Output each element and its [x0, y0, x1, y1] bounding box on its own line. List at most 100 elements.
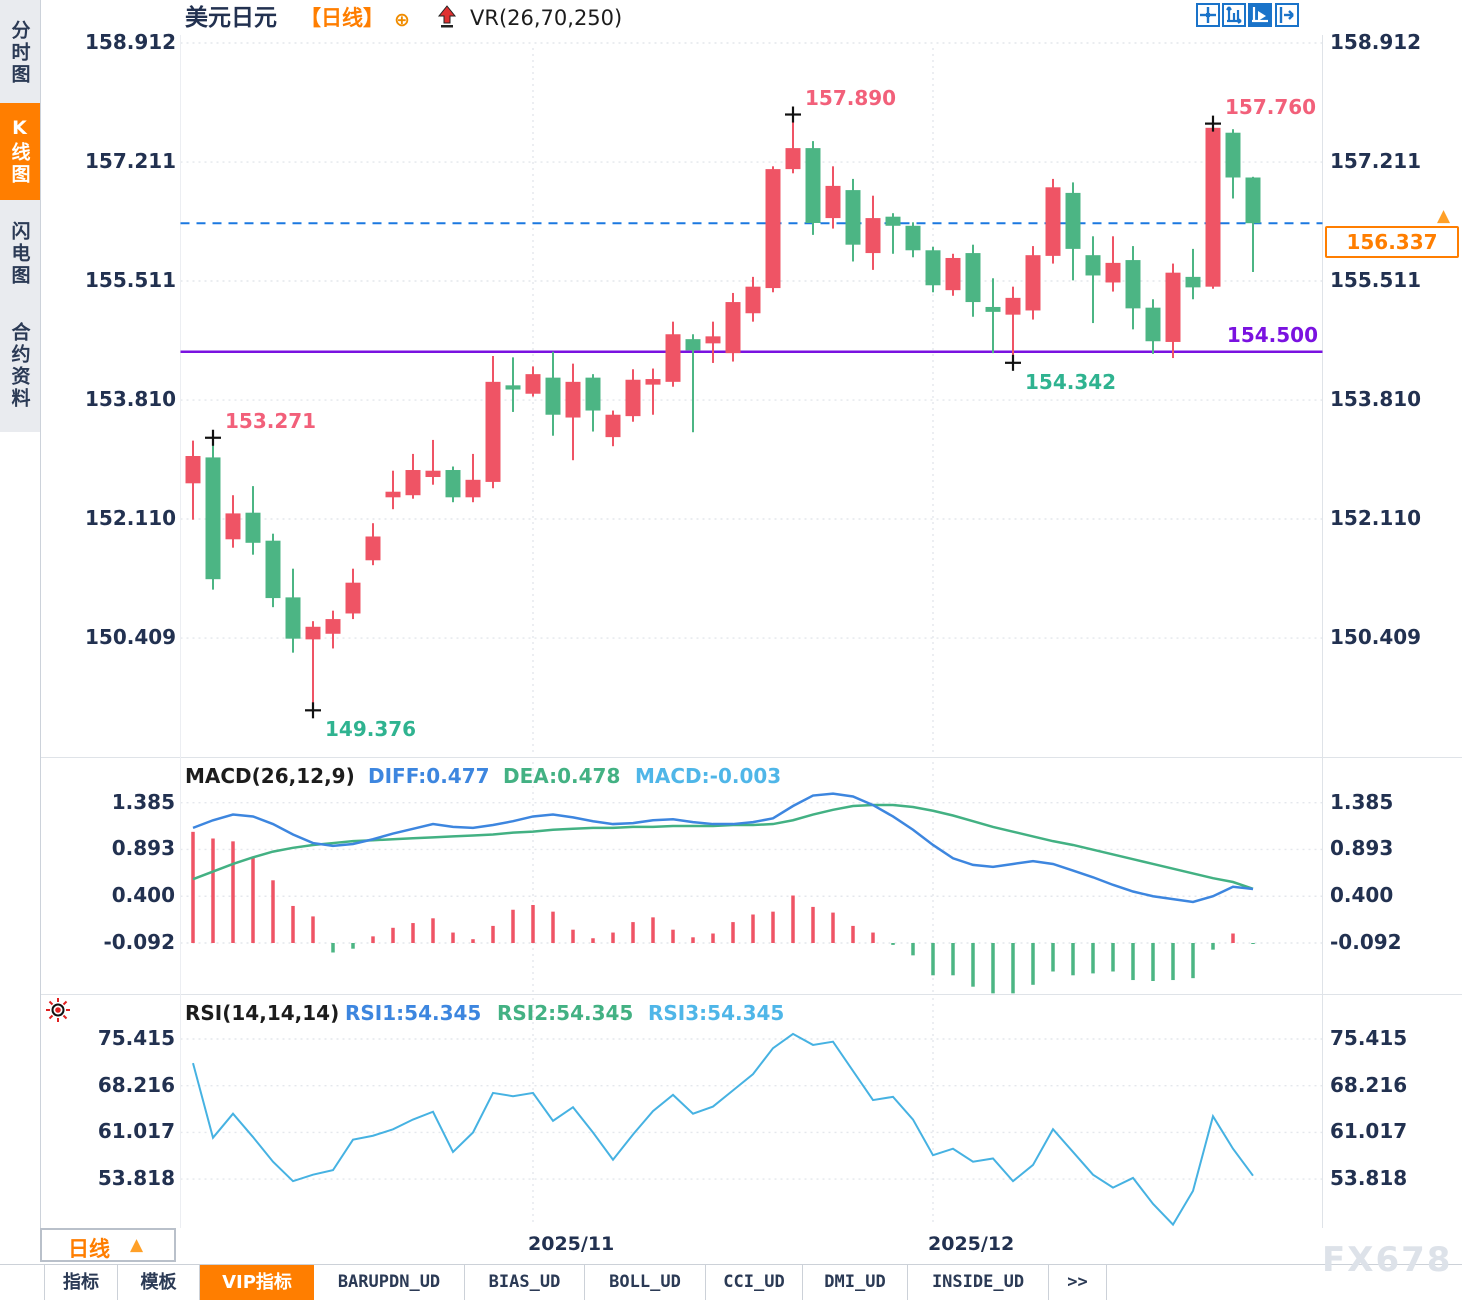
macd-dea-value: DEA:0.478: [503, 764, 621, 788]
extreme-markers: [205, 106, 1221, 719]
period-selector-button[interactable]: 日线 ▲: [40, 1228, 176, 1262]
candle-body: [1245, 177, 1261, 224]
bottom-tab-5[interactable]: BIAS_UD: [465, 1265, 585, 1300]
price-axis-label-right: 152.110: [1330, 506, 1422, 530]
candle-body: [845, 190, 861, 245]
candle-body: [705, 336, 721, 344]
bottom-tab-10[interactable]: >>: [1049, 1265, 1107, 1300]
price-axis-label-right: 150.409: [1330, 625, 1422, 650]
macd-axis-label-right: 0.893: [1330, 836, 1394, 861]
candle-body: [825, 185, 841, 219]
price-axis-label-right: 158.912: [1330, 30, 1422, 54]
extreme-price-label: 157.890: [805, 85, 897, 110]
candle-body: [485, 381, 501, 482]
rsi-axis-label-left: 53.818: [97, 1166, 175, 1191]
candle-body: [425, 470, 441, 478]
extreme-price-label: 149.376: [325, 717, 417, 742]
symbol-title: 美元日元: [185, 5, 277, 31]
rsi-axis-label-right: 53.818: [1330, 1166, 1408, 1191]
auto-scale-icon[interactable]: [1248, 3, 1272, 27]
bottom-tab-3[interactable]: VIP指标: [200, 1265, 314, 1300]
rsi-axis-label-left: 75.415: [97, 1026, 175, 1050]
candles[interactable]: [185, 114, 1261, 711]
candle-body: [265, 540, 281, 599]
candle-body: [965, 253, 981, 303]
price-axis-label-left: 155.511: [85, 268, 177, 292]
bottom-tab-1[interactable]: 指标: [44, 1265, 118, 1300]
candlestick-chart[interactable]: [0, 0, 1462, 1232]
candle-body: [385, 491, 401, 498]
sidebar: 分时图 K线图闪电图合约资料: [0, 0, 41, 1300]
candle-body: [545, 377, 561, 415]
sidebar-tab-1[interactable]: 分时图: [8, 19, 31, 86]
candle-body: [185, 456, 201, 484]
candle-body: [245, 512, 261, 543]
candle-body: [505, 385, 521, 390]
bottom-tab-9[interactable]: INSIDE_UD: [908, 1265, 1049, 1300]
candle-body: [1005, 297, 1021, 315]
axis-range-icon[interactable]: [1222, 3, 1246, 27]
sidebar-tab-2[interactable]: K线图: [0, 103, 40, 200]
vr-indicator-label: VR(26,70,250): [470, 6, 623, 30]
candle-body: [305, 626, 321, 640]
rsi-axis-label-right: 68.216: [1330, 1072, 1408, 1097]
candle-body: [1025, 255, 1041, 311]
period-tag[interactable]: 【日线】: [300, 6, 384, 30]
sidebar-tab-3[interactable]: 闪电图: [8, 220, 31, 287]
rsi-title: RSI(14,14,14): [185, 1001, 340, 1025]
candle-body: [445, 470, 461, 498]
macd-axis-label-right: -0.092: [1330, 930, 1402, 954]
price-axis-label-right: 153.810: [1330, 387, 1422, 412]
triangle-up-icon: ▲: [130, 1235, 144, 1255]
candle-body: [725, 302, 741, 354]
candle-body: [1185, 276, 1201, 288]
macd-axis-label-right: 1.385: [1330, 789, 1394, 814]
price-axis-label-right: 157.211: [1330, 149, 1422, 174]
candle-body: [1165, 272, 1181, 342]
sidebar-background: [0, 0, 40, 432]
rsi3-value: RSI3:54.345: [648, 1001, 785, 1025]
crosshair-icon[interactable]: [1196, 3, 1220, 27]
extreme-price-label: 153.271: [225, 408, 317, 433]
candle-body: [745, 286, 761, 314]
candle-body: [605, 414, 621, 438]
pan-right-icon[interactable]: [1275, 3, 1299, 27]
candle-body: [225, 513, 241, 540]
price-axis-label-left: 157.211: [85, 149, 177, 174]
candle-body: [205, 457, 221, 580]
macd-diff-value: DIFF:0.477: [368, 764, 490, 788]
candle-body: [565, 381, 581, 418]
rsi-axis-label-left: 61.017: [97, 1119, 175, 1144]
candle-body: [805, 148, 821, 223]
bottom-tab-2[interactable]: 模板: [118, 1265, 200, 1300]
candle-body: [325, 619, 341, 634]
candle-body: [345, 582, 361, 614]
candle-body: [525, 374, 541, 394]
extreme-price-label: 154.342: [1025, 369, 1117, 394]
bottom-tab-6[interactable]: BOLL_UD: [585, 1265, 706, 1300]
candle-body: [685, 339, 701, 351]
candle-body: [905, 225, 921, 251]
candle-body: [1105, 262, 1121, 283]
candle-body: [405, 470, 421, 496]
candle-body: [945, 257, 961, 291]
macd-dea-line: [192, 803, 1254, 891]
candle-body: [585, 377, 601, 411]
candle-body: [1045, 187, 1061, 256]
indicator-tab-bar: 指标 模板 VIP指标 BARUPDN_UD BIAS_UD BOLL_UD CCI_UD D…: [0, 1264, 1462, 1300]
candle-body: [285, 597, 301, 639]
candle-body: [765, 169, 781, 289]
bottom-tab-7[interactable]: CCI_UD: [706, 1265, 803, 1300]
x-axis-strip: 日线 ▲ 2025/11 2025/12: [0, 1228, 1462, 1264]
sidebar-tab-4[interactable]: 合约资料: [8, 322, 31, 410]
bottom-tab-4[interactable]: BARUPDN_UD: [314, 1265, 465, 1300]
price-axis-label-left: 158.912: [85, 30, 177, 54]
candle-body: [365, 536, 381, 561]
bottom-tab-8[interactable]: DMI_UD: [803, 1265, 908, 1300]
sun-indicator-icon[interactable]: [45, 997, 71, 1023]
macd-axis-label-right: 0.400: [1330, 883, 1394, 908]
macd-axis-label-left: -0.092: [103, 930, 175, 954]
support-price-label: 154.500: [1226, 322, 1318, 347]
rsi-axis-label-right: 75.415: [1330, 1026, 1408, 1050]
circle-plus-icon[interactable]: ⊕: [394, 9, 410, 31]
